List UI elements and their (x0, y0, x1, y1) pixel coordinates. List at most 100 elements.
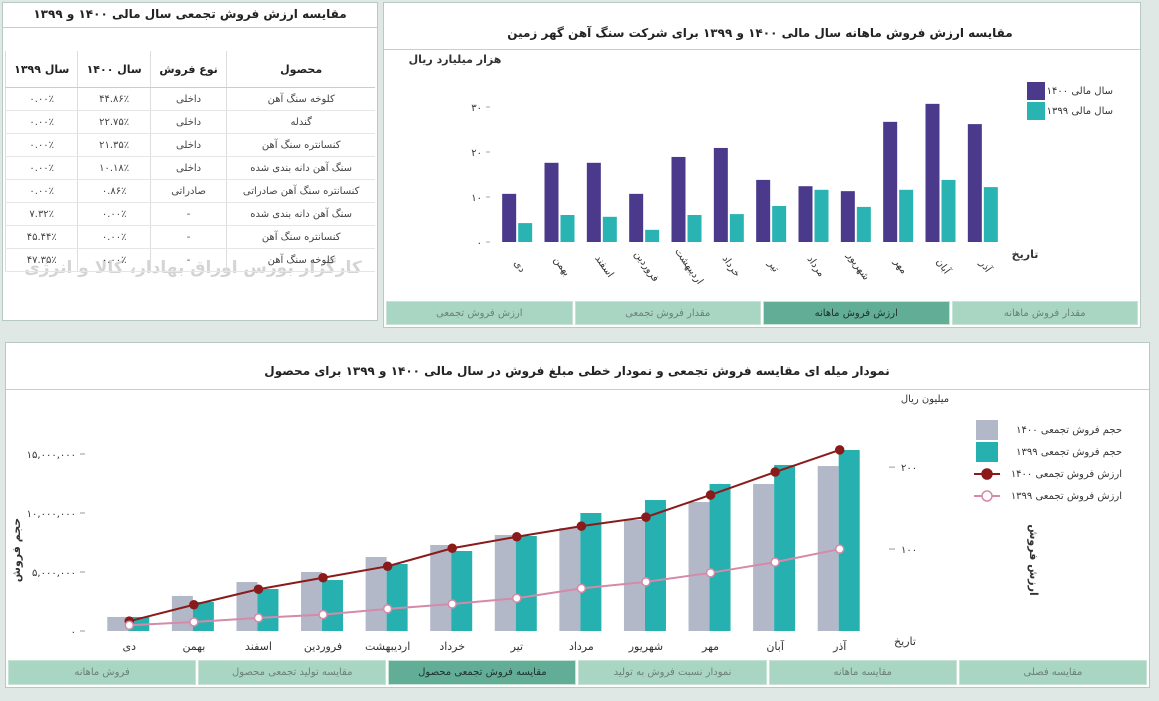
bar (430, 544, 452, 631)
column-header: سال ۱۳۹۹ (4, 51, 78, 88)
table-cell: داخلی (149, 156, 227, 180)
tab[interactable]: مقایسه فصلی (958, 660, 1147, 685)
title-bar (6, 363, 1149, 390)
line-marker (447, 543, 457, 553)
legend-label: سال مالی ۱۴۰۰ (1047, 86, 1113, 97)
line-marker (124, 620, 135, 631)
bar (883, 121, 898, 242)
bar (171, 595, 193, 631)
x-tick-label: بهمن (182, 640, 205, 653)
x-axis-label: تاریخ (1012, 248, 1039, 261)
chart-title: نمودار میله ای مقایسه فروش تجمعی و نمودا… (264, 364, 889, 379)
column-header: نوع فروش (149, 51, 227, 88)
line-marker (253, 584, 264, 594)
table-cell: ۰.۰۰٪ (4, 87, 78, 111)
x-tick-label: اردیبهشت (672, 247, 705, 287)
table-cell: ۰.۰۰٪ (4, 156, 78, 180)
table-cell: - (149, 202, 227, 226)
x-tick-label: دی (511, 258, 527, 274)
bar (671, 156, 686, 242)
line (129, 548, 840, 627)
tab[interactable]: مقدار فروش ماهانه (951, 301, 1138, 325)
bar (774, 464, 796, 631)
tab[interactable]: فروش ماهانه (7, 660, 197, 685)
bar (602, 216, 617, 242)
tab[interactable]: مقایسه ماهانه (768, 660, 957, 685)
tab[interactable]: نمودار نسبت فروش به تولید (578, 660, 767, 685)
bar (798, 186, 813, 242)
y2-tick-label: ۲۰۰ (901, 463, 917, 474)
bar (817, 466, 839, 631)
bar (586, 162, 601, 242)
tab-bar: مقایسه فصلی مقایسه ماهانه نمودار نسبت فروش… (7, 660, 1147, 685)
line-marker (512, 593, 522, 603)
table-cell: ۱۰.۱۸٪ (77, 156, 151, 180)
table-cell: ۰.۰۰٪ (77, 225, 151, 249)
table-cell: ۷.۳۲٪ (4, 202, 78, 226)
bar (814, 189, 829, 242)
table-row: کنسانتره سنگ آهن -۰.۰۰٪ ۴۵.۴۴٪ (4, 225, 375, 249)
column-header: محصول (226, 51, 375, 88)
bar (544, 162, 559, 242)
tab[interactable]: مقایسه تولید تجمعی محصول (198, 660, 387, 685)
bar (559, 527, 581, 631)
bar (257, 588, 279, 631)
legend-label: حجم فروش تجمعی ۱۴۰۰ (1016, 425, 1122, 436)
bar (983, 187, 998, 242)
line-marker (382, 604, 393, 614)
bar (386, 563, 408, 631)
x-tick-label: دی (123, 640, 137, 653)
bar (838, 449, 860, 631)
table-cell: ۰.۸۶٪ (77, 179, 151, 203)
table-cell: ۰.۰۰٪ (4, 110, 78, 134)
tab[interactable]: ارزش فروش ماهانه (763, 301, 950, 325)
table-cell: کنسانتره سنگ آهن (226, 133, 375, 157)
line-marker (770, 557, 780, 567)
table-body: کلوخه سنگ آهن داخلی ۴۴.۸۶٪ ۰.۰۰٪ گندله داخلی ۲… (4, 87, 375, 272)
bar (709, 483, 731, 631)
line-marker (576, 521, 587, 531)
line-marker (834, 544, 845, 554)
table-row: گندله داخلی ۲۲.۷۵٪ ۰.۰۰٪ (4, 110, 375, 134)
x-tick-label: آذر (976, 257, 995, 276)
table-row: سنگ آهن دانه بندی شده داخلی ۱۰.۱۸٪ ۰.۰۰٪ (4, 156, 375, 180)
table-cell: گندله (226, 110, 375, 134)
y-tick-label: ۰ (477, 238, 482, 249)
chart-title: مقایسه ارزش فروش ماهانه سال مالی ۱۴۰۰ و … (507, 25, 1012, 41)
bar (645, 229, 660, 242)
table-cell: - (149, 248, 227, 272)
bar (560, 215, 575, 242)
line-marker (705, 490, 716, 500)
line-marker (512, 532, 522, 542)
x-tick-label: مهر (891, 256, 909, 276)
x-tick-label: تیر (510, 640, 523, 653)
bar (688, 502, 710, 631)
line-marker (318, 572, 328, 583)
title-bar (384, 25, 1140, 50)
x-tick-label: مهر (701, 640, 719, 653)
bar (623, 519, 645, 631)
bar (729, 214, 744, 242)
table-cell: - (149, 225, 227, 249)
tab[interactable]: مقدار فروش تجمعی (574, 301, 761, 325)
tab[interactable]: ارزش فروش تجمعی (386, 301, 573, 325)
line-marker (770, 467, 780, 477)
bar (856, 206, 871, 242)
table-cell: داخلی (149, 87, 227, 111)
x-tick-label: تیر (765, 258, 781, 275)
monthly-panel: مقدار فروش ماهانه ارزش فروش ماهانه مقدار ف… (383, 2, 1141, 328)
y-tick-label: ۱۰,۰۰۰,۰۰۰ (27, 509, 76, 520)
table-cell: صادراتی (149, 179, 227, 203)
y-tick-label: ۵,۰۰۰,۰۰۰ (32, 568, 76, 579)
x-tick-label: آذر (832, 639, 847, 653)
tab[interactable]: مقایسه فروش تجمعی محصول (388, 660, 577, 685)
legend-swatch (976, 442, 998, 462)
y-axis-label: هزار میلیارد ریال (409, 53, 502, 66)
x-tick-label: خرداد (439, 640, 465, 653)
x-tick-label: اردیبهشت (365, 640, 410, 653)
legend-swatch (1027, 82, 1045, 100)
bar (967, 124, 982, 242)
legend-marker (981, 468, 993, 480)
table-cell: ۰.۰۰٪ (77, 248, 151, 272)
